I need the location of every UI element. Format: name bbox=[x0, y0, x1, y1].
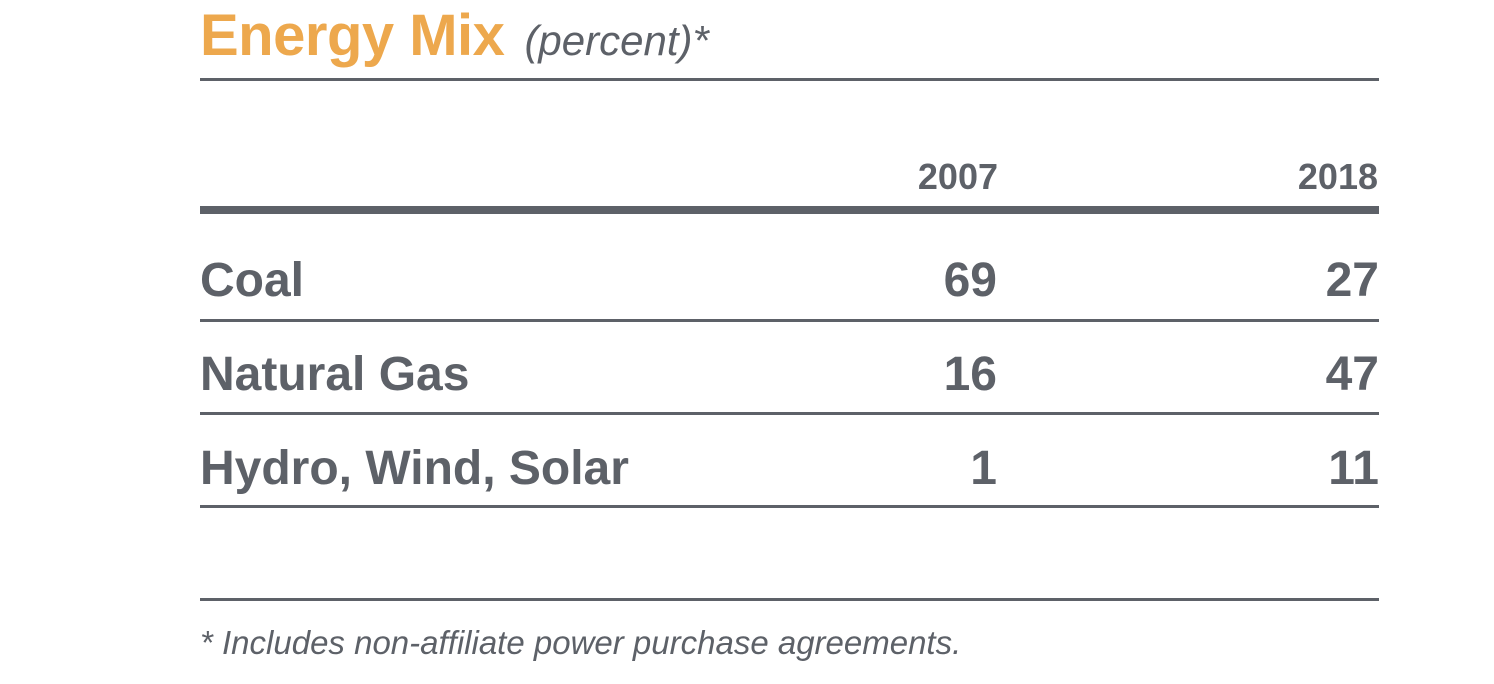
table-subtitle: (percent)* bbox=[524, 17, 709, 64]
cell-nuclear-2007: 1 bbox=[970, 442, 997, 495]
row-divider bbox=[200, 598, 1379, 601]
title-divider bbox=[200, 78, 1379, 81]
column-header-2018: 2018 bbox=[1297, 156, 1378, 197]
cell-coal-2018: 27 bbox=[1325, 254, 1379, 307]
cell-natural-gas-2007: 16 bbox=[943, 348, 997, 401]
row-label-natural-gas: Natural Gas bbox=[200, 348, 470, 401]
row-label-coal: Coal bbox=[200, 254, 305, 307]
row-label-nuclear: Hydro, Wind, Solar bbox=[200, 442, 629, 495]
cell-coal-2007: 69 bbox=[943, 254, 997, 307]
row-divider bbox=[200, 412, 1379, 415]
cell-nuclear-2018: 11 bbox=[1328, 442, 1379, 495]
cell-natural-gas-2018: 47 bbox=[1325, 348, 1379, 401]
table-row-natural-gas: Natural Gas 16 47 bbox=[200, 344, 1379, 406]
table-row-renewables bbox=[200, 530, 1379, 592]
table-row-nuclear: Hydro, Wind, Solar 1 11 bbox=[200, 438, 1379, 500]
row-divider bbox=[200, 319, 1379, 322]
table-title: Energy Mix bbox=[200, 3, 505, 68]
header-divider bbox=[200, 206, 1379, 214]
table-footnote: * Includes non-affiliate power purchase … bbox=[200, 624, 962, 661]
table-row-coal: Coal 69 27 bbox=[200, 250, 1379, 312]
column-header-2007: 2007 bbox=[917, 156, 998, 197]
table-title-row: Energy Mix (percent)* bbox=[200, 2, 709, 78]
row-divider bbox=[200, 505, 1379, 508]
